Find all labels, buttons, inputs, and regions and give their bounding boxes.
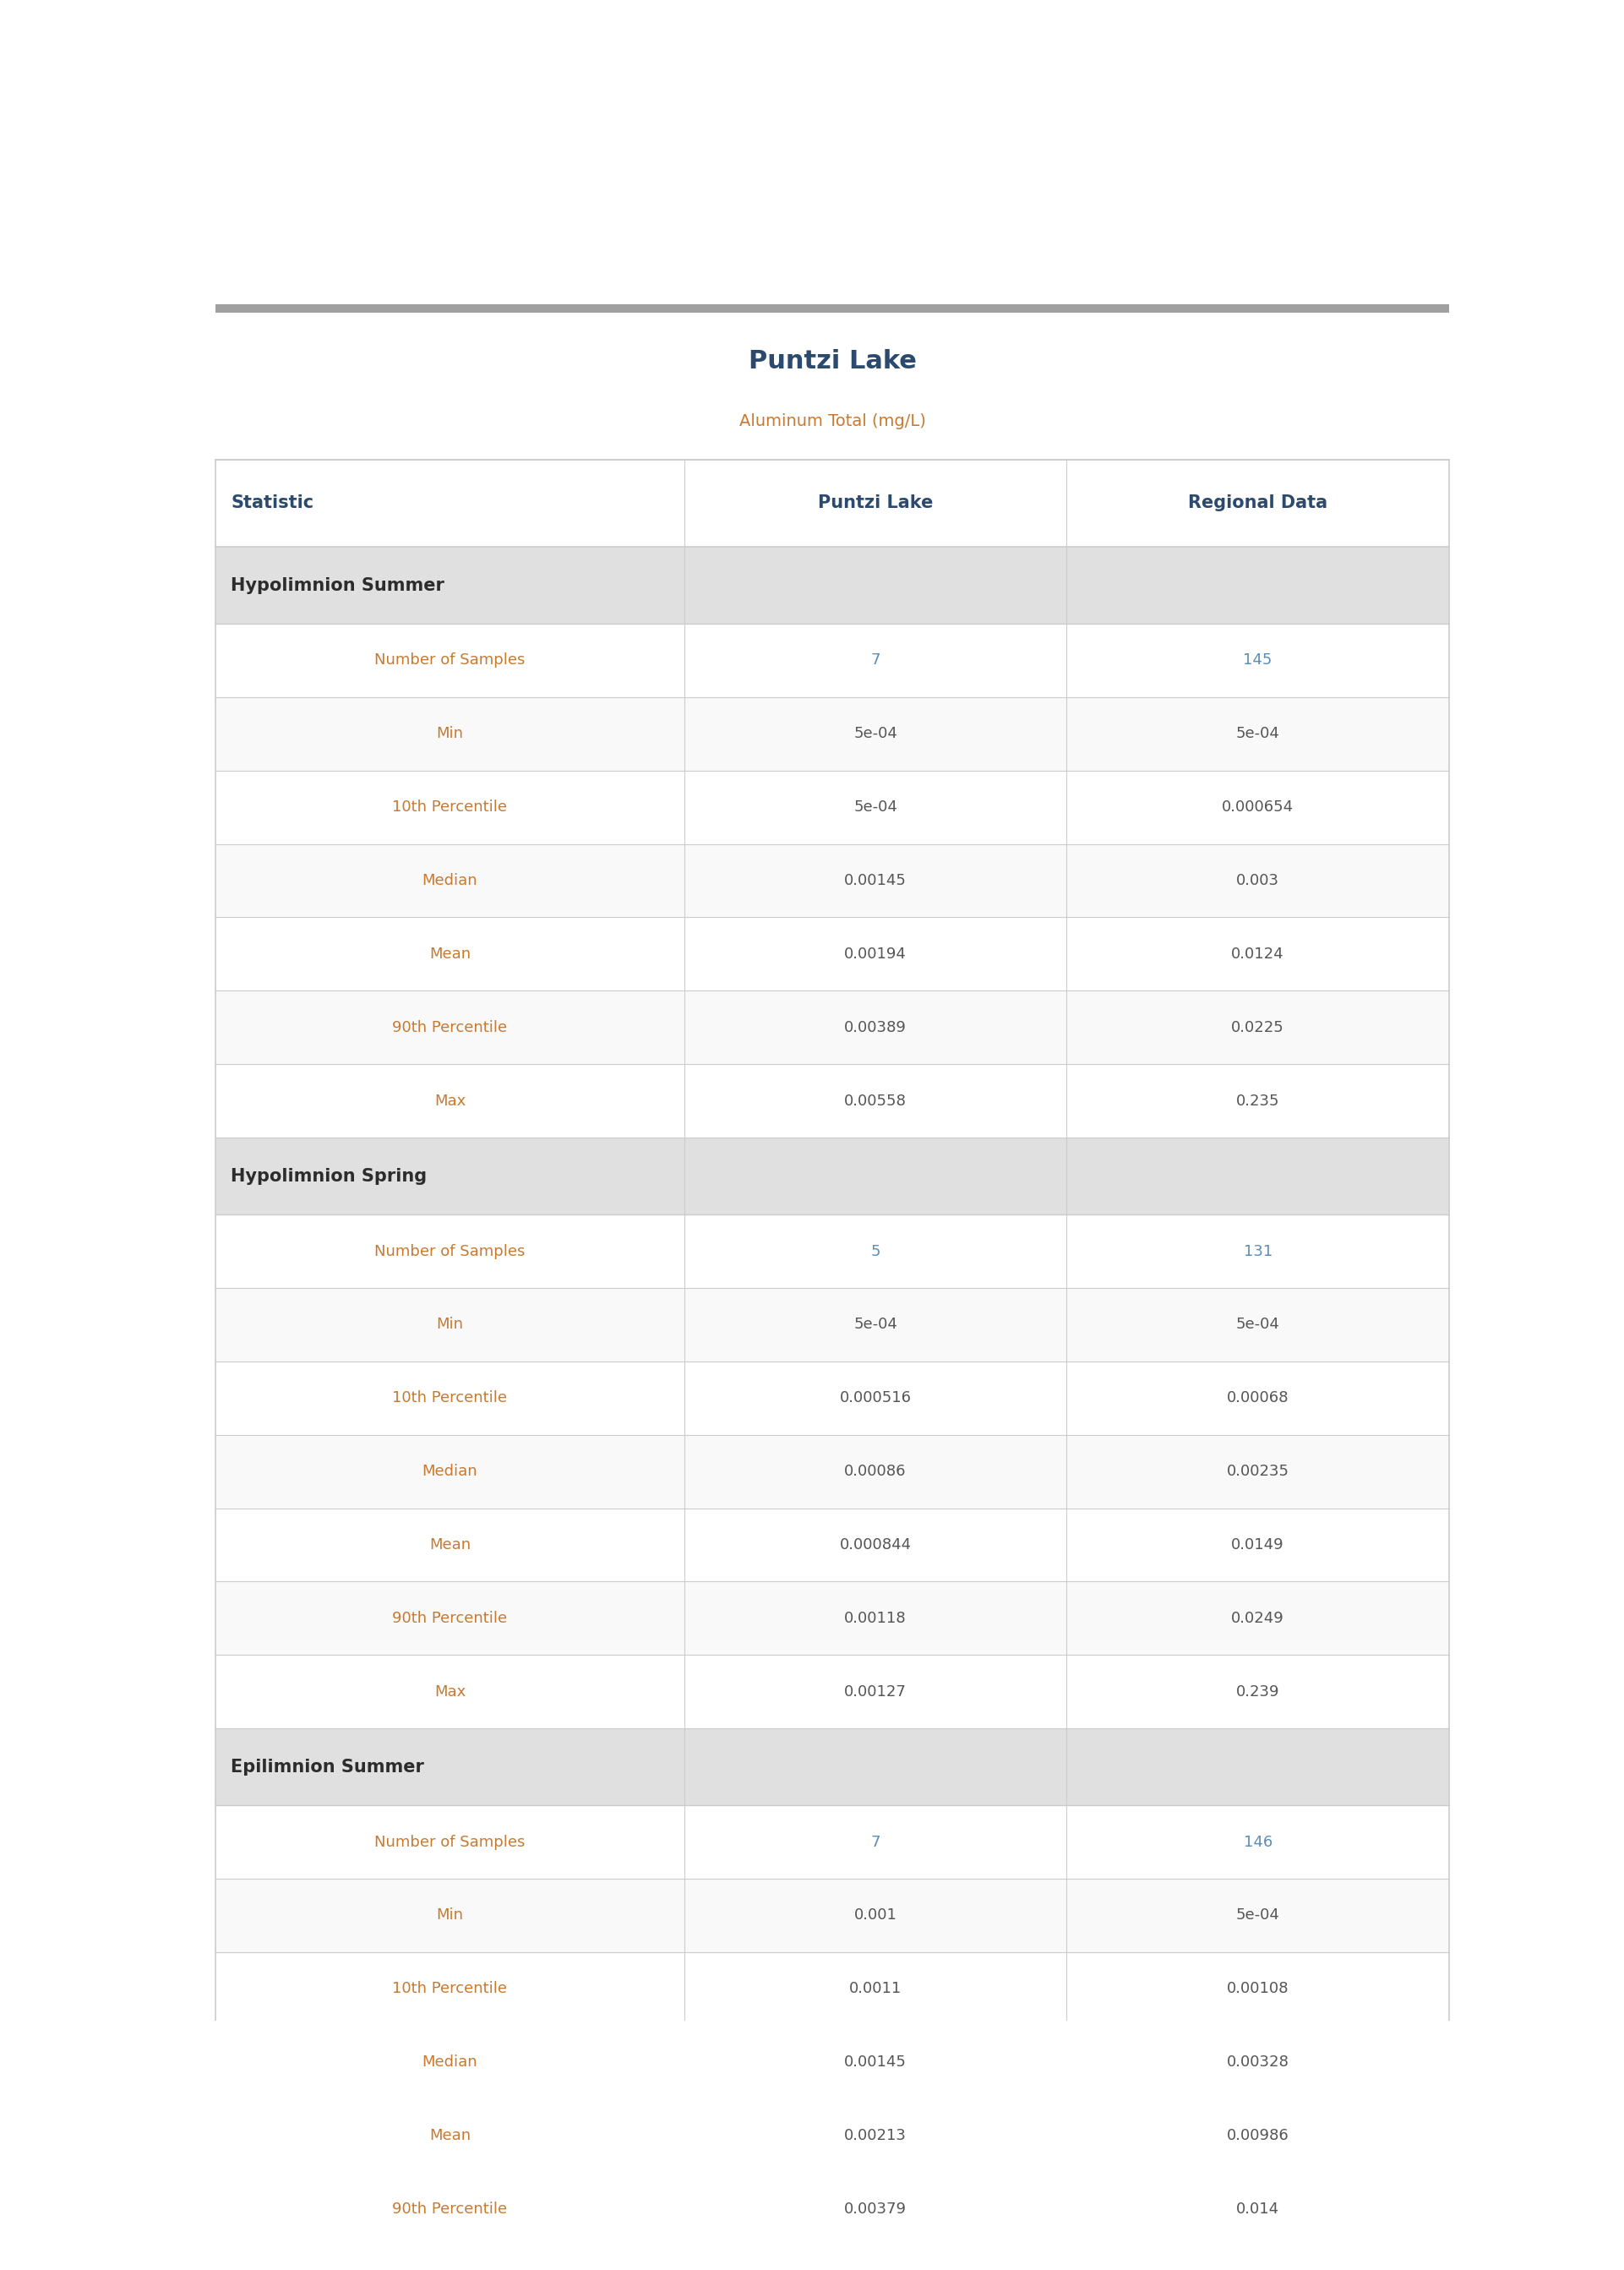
Text: 0.0124: 0.0124 [1231,947,1285,962]
Text: Aluminum Total (mg/L): Aluminum Total (mg/L) [739,413,926,429]
Bar [216,1727,1449,1805]
Text: 0.00235: 0.00235 [1226,1464,1289,1480]
Bar [216,1287,1449,1362]
Text: 10th Percentile: 10th Percentile [393,799,507,815]
Text: 5e-04: 5e-04 [1236,1907,1280,1923]
Text: 146: 146 [1244,1834,1272,1850]
Text: Statistic: Statistic [231,495,313,511]
Text: 0.00086: 0.00086 [844,1464,906,1480]
Bar [216,1507,1449,1582]
Text: Hypolimnion Summer: Hypolimnion Summer [231,577,445,595]
Text: Mean: Mean [429,2127,471,2143]
Text: 0.00379: 0.00379 [844,2202,906,2218]
Text: Number of Samples: Number of Samples [375,1244,525,1260]
Bar [216,1655,1449,1727]
Text: Median: Median [422,2054,477,2070]
Text: 0.014: 0.014 [1236,2202,1280,2218]
Text: 0.239: 0.239 [1236,1684,1280,1700]
Text: 0.235: 0.235 [1236,1094,1280,1108]
Text: Min: Min [437,1907,463,1923]
Bar [216,1880,1449,1952]
Text: 0.00558: 0.00558 [844,1094,906,1108]
Text: 7: 7 [870,1834,880,1850]
Text: 90th Percentile: 90th Percentile [393,1019,507,1035]
Text: Median: Median [422,1464,477,1480]
Text: 5e-04: 5e-04 [854,726,898,742]
Bar [216,917,1449,990]
Bar [216,1805,1449,1880]
Text: Epilimnion Summer: Epilimnion Summer [231,1759,424,1775]
Text: 10th Percentile: 10th Percentile [393,1392,507,1405]
Text: 10th Percentile: 10th Percentile [393,1982,507,1995]
Bar [216,2025,1449,2100]
Bar [216,304,1449,313]
Bar [216,1362,1449,1435]
Text: 5e-04: 5e-04 [1236,1317,1280,1332]
Bar [216,547,1449,624]
Text: 0.0249: 0.0249 [1231,1612,1285,1625]
Text: 5e-04: 5e-04 [854,799,898,815]
Bar [216,1952,1449,2025]
Text: Number of Samples: Number of Samples [375,654,525,667]
Text: 5e-04: 5e-04 [1236,726,1280,742]
Text: Max: Max [434,1094,466,1108]
Text: Hypolimnion Spring: Hypolimnion Spring [231,1167,427,1185]
Bar [216,2100,1449,2172]
Text: 7: 7 [870,654,880,667]
Text: 0.00127: 0.00127 [844,1684,906,1700]
Bar [216,2172,1449,2245]
Text: 5: 5 [870,1244,880,1260]
Text: 90th Percentile: 90th Percentile [393,1612,507,1625]
Text: 0.0149: 0.0149 [1231,1537,1285,1553]
Text: 0.00108: 0.00108 [1226,1982,1289,1995]
Bar [216,697,1449,770]
Bar [216,1065,1449,1137]
Text: 0.00068: 0.00068 [1226,1392,1289,1405]
Text: Mean: Mean [429,947,471,962]
Text: Number of Samples: Number of Samples [375,1834,525,1850]
Text: 0.00213: 0.00213 [844,2127,906,2143]
Text: 0.000654: 0.000654 [1221,799,1294,815]
Bar [216,990,1449,1065]
Text: 0.00389: 0.00389 [844,1019,906,1035]
Bar [216,770,1449,844]
Text: 0.00145: 0.00145 [844,874,906,888]
Text: 0.00118: 0.00118 [844,1612,906,1625]
Text: 0.003: 0.003 [1236,874,1280,888]
Text: Puntzi Lake: Puntzi Lake [818,495,934,511]
Text: 0.00194: 0.00194 [844,947,906,962]
Text: 0.000516: 0.000516 [840,1392,911,1405]
Bar [216,1214,1449,1287]
Bar [216,1137,1449,1214]
Bar [216,1582,1449,1655]
Bar [216,1435,1449,1507]
Text: 0.001: 0.001 [854,1907,896,1923]
Text: 145: 145 [1244,654,1272,667]
Bar [216,2245,1449,2270]
Bar [216,624,1449,697]
Text: 0.000844: 0.000844 [840,1537,911,1553]
Text: Regional Data: Regional Data [1189,495,1327,511]
Text: Min: Min [437,726,463,742]
Text: Mean: Mean [429,1537,471,1553]
Text: Median: Median [422,874,477,888]
Text: 90th Percentile: 90th Percentile [393,2202,507,2218]
Text: 0.00145: 0.00145 [844,2054,906,2070]
Text: Puntzi Lake: Puntzi Lake [749,350,916,375]
Text: 5e-04: 5e-04 [854,1317,898,1332]
Text: 0.0225: 0.0225 [1231,1019,1285,1035]
Text: Min: Min [437,1317,463,1332]
Text: 0.0011: 0.0011 [849,1982,901,1995]
Text: 0.00328: 0.00328 [1226,2054,1289,2070]
Text: Max: Max [434,1684,466,1700]
Bar [216,844,1449,917]
Text: 131: 131 [1244,1244,1272,1260]
Text: 0.00986: 0.00986 [1226,2127,1289,2143]
Bar [216,459,1449,547]
